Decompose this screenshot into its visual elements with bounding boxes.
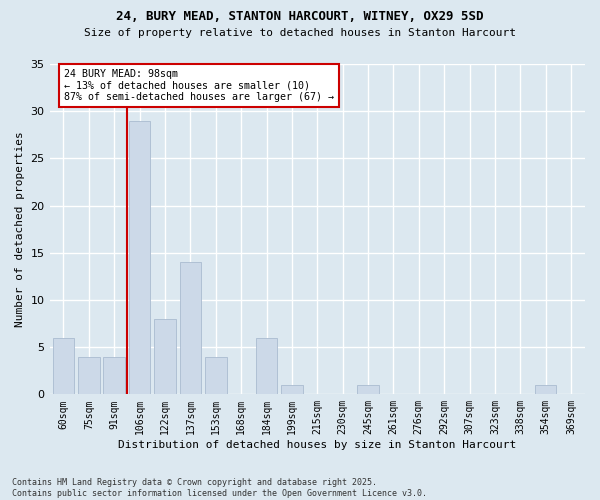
Bar [179, 262, 201, 394]
Bar [129, 120, 151, 394]
Y-axis label: Number of detached properties: Number of detached properties [15, 132, 25, 327]
Bar [53, 338, 74, 394]
Bar [535, 385, 556, 394]
X-axis label: Distribution of detached houses by size in Stanton Harcourt: Distribution of detached houses by size … [118, 440, 517, 450]
Text: 24 BURY MEAD: 98sqm
← 13% of detached houses are smaller (10)
87% of semi-detach: 24 BURY MEAD: 98sqm ← 13% of detached ho… [64, 68, 334, 102]
Bar [357, 385, 379, 394]
Bar [78, 356, 100, 395]
Bar [103, 356, 125, 395]
Text: Contains HM Land Registry data © Crown copyright and database right 2025.
Contai: Contains HM Land Registry data © Crown c… [12, 478, 427, 498]
Text: 24, BURY MEAD, STANTON HARCOURT, WITNEY, OX29 5SD: 24, BURY MEAD, STANTON HARCOURT, WITNEY,… [116, 10, 484, 23]
Bar [205, 356, 227, 395]
Bar [281, 385, 302, 394]
Bar [256, 338, 277, 394]
Text: Size of property relative to detached houses in Stanton Harcourt: Size of property relative to detached ho… [84, 28, 516, 38]
Bar [154, 319, 176, 394]
